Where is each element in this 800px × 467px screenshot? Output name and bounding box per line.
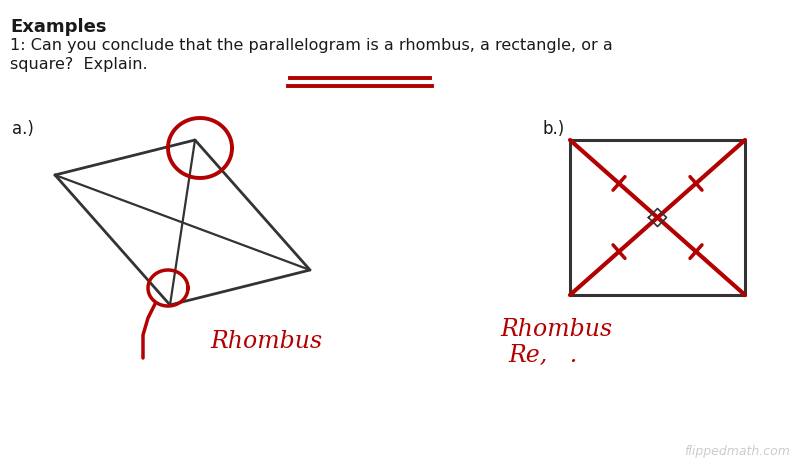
Text: b.): b.) (542, 120, 564, 138)
Text: Re,   .: Re, . (508, 344, 578, 367)
Text: Rhombus: Rhombus (210, 330, 322, 353)
Text: square?  Explain.: square? Explain. (10, 57, 148, 72)
Text: 1: Can you conclude that the parallelogram is a rhombus, a rectangle, or a: 1: Can you conclude that the parallelogr… (10, 38, 613, 53)
Text: Rhombus: Rhombus (500, 318, 612, 341)
Text: flippedmath.com: flippedmath.com (684, 445, 790, 458)
Text: a.): a.) (12, 120, 34, 138)
Text: Examples: Examples (10, 18, 106, 36)
